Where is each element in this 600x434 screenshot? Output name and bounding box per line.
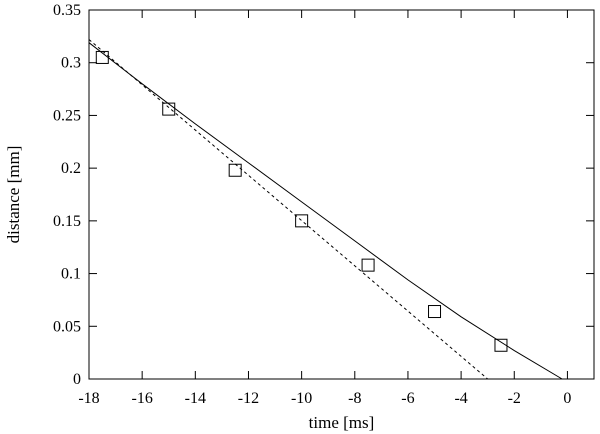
y-tick-label: 0.3	[61, 55, 81, 72]
data-point-square	[162, 102, 176, 116]
y-tick-label: 0.1	[61, 266, 81, 283]
x-tick-label: -2	[508, 390, 521, 407]
x-axis-label: time [ms]	[309, 413, 375, 432]
y-tick-label: 0.05	[53, 318, 81, 335]
y-tick-label: 0	[73, 371, 81, 388]
x-tick-label: -4	[454, 390, 467, 407]
x-tick-label: -6	[401, 390, 414, 407]
data-point-square	[428, 305, 442, 319]
x-tick-label: -16	[131, 390, 152, 407]
x-tick-label: -8	[348, 390, 361, 407]
dashed-fit-line	[88, 39, 489, 380]
axis-tick-labels: -18 -16 -14 -12 -10 -8 -6 -4 -2 0 0 0.05 0.1 0.15 0.2 0…	[53, 2, 571, 407]
x-tick-label: -10	[291, 390, 312, 407]
x-tick-label: -18	[78, 390, 99, 407]
data-point-square	[295, 214, 309, 228]
y-tick-label: 0.25	[53, 107, 81, 124]
y-tick-label: 0.2	[61, 160, 81, 177]
data-series	[88, 39, 563, 380]
data-point-square	[494, 338, 508, 352]
axis-ticks	[88, 9, 594, 380]
data-point-square	[361, 258, 375, 272]
plot-frame	[88, 9, 595, 380]
solid-fit-curve	[88, 42, 563, 380]
x-tick-label: 0	[563, 390, 571, 407]
x-tick-label: -14	[185, 390, 206, 407]
x-tick-label: -12	[238, 390, 259, 407]
y-tick-label: 0.15	[53, 213, 81, 230]
y-tick-label: 0.35	[53, 2, 81, 19]
y-axis-label: distance [mm]	[4, 146, 23, 244]
data-point-square	[228, 163, 242, 177]
